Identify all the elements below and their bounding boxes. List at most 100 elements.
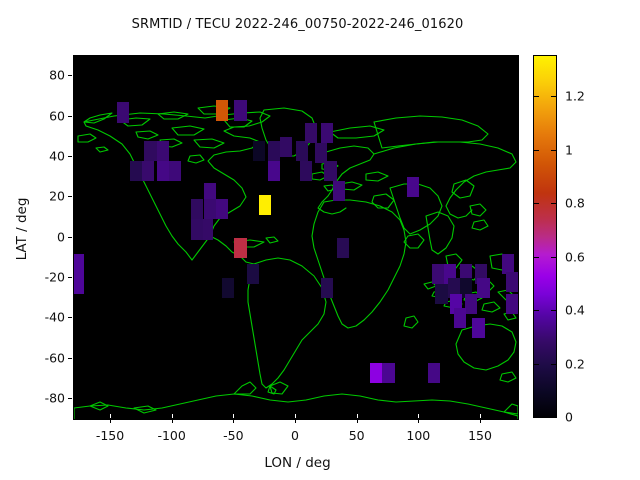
heatmap-cell (74, 253, 84, 274)
heatmap-cell (168, 160, 182, 182)
heatmap-cell (222, 277, 235, 298)
heatmap-cell (252, 140, 266, 161)
colorbar-tick (551, 417, 556, 418)
colorbar-tick (534, 363, 539, 365)
heatmap-cell (407, 177, 420, 198)
heatmap-cell (129, 160, 142, 182)
y-axis-tick-label: 20 (49, 188, 65, 204)
y-axis-tick-label: 0 (57, 229, 65, 244)
colorbar-tick (534, 149, 539, 151)
heatmap-cell (447, 277, 461, 298)
heatmap-cell (460, 277, 473, 298)
y-axis-tick-label: 40 (49, 148, 65, 164)
heatmap-cell (370, 362, 383, 383)
y-axis-tick (68, 196, 72, 198)
x-axis-tick (233, 419, 235, 423)
colorbar-tick-label: 1 (565, 142, 573, 158)
heatmap-cell (464, 293, 478, 315)
y-axis-title: LAT / deg (14, 197, 30, 261)
colorbar-tick-label: 0.4 (565, 302, 585, 318)
heatmap-cell (117, 102, 130, 123)
heatmap-cell (191, 199, 204, 220)
colorbar-gradient (533, 55, 557, 418)
y-axis-tick (68, 397, 72, 399)
heatmap-cell (203, 199, 216, 220)
colorbar-tick (551, 149, 556, 151)
colorbar-tick-label: 0.2 (565, 356, 585, 372)
x-axis-tick-inner (418, 414, 420, 418)
heatmap-cell (215, 199, 229, 220)
x-axis-tick-inner (110, 414, 111, 418)
heatmap-cell (320, 277, 333, 298)
y-axis-tick-label: -80 (44, 390, 65, 406)
heatmap-cell (320, 122, 333, 143)
y-axis-tick (68, 115, 72, 117)
heatmap-cell (501, 253, 515, 274)
heatmap-cell (477, 277, 490, 298)
heatmap-cells (74, 56, 518, 419)
heatmap-cell (201, 219, 214, 240)
heatmap-cell (267, 140, 280, 161)
colorbar-tick (551, 96, 556, 98)
heatmap-cell (267, 160, 280, 182)
colorbar-tick (551, 256, 556, 258)
x-axis-tick-inner (171, 414, 173, 418)
heatmap-cell (259, 195, 272, 216)
colorbar-tick (534, 203, 539, 205)
heatmap-cell (304, 122, 317, 143)
heatmap-cell (191, 219, 204, 240)
x-axis-tick-label: 100 (406, 428, 431, 443)
colorbar-tick (551, 363, 556, 365)
heatmap-cell (246, 263, 259, 284)
colorbar-tick (534, 256, 539, 258)
colorbar[interactable]: 0 0.2 0.4 0.6 0.8 1 1.2 (533, 55, 585, 425)
heatmap-cell (144, 140, 157, 161)
x-axis-tick-label: -100 (157, 428, 186, 443)
heatmap-cell (472, 318, 485, 339)
y-axis-tick (68, 317, 72, 319)
x-axis-tick-label: -150 (95, 428, 125, 443)
heatmap-cell (505, 293, 518, 315)
x-axis-tick-inner (233, 414, 235, 418)
colorbar-tick-label: 1.2 (565, 88, 585, 104)
x-axis-tick (480, 419, 481, 423)
colorbar-tick (551, 310, 556, 312)
y-axis-tick (68, 236, 72, 238)
heatmap-cell (215, 100, 229, 121)
heatmap-cell (156, 160, 169, 182)
heatmap-cell (203, 183, 216, 204)
heatmap-cell (299, 160, 313, 182)
heatmap-cell (74, 273, 84, 294)
x-axis-tick-inner (480, 414, 481, 418)
y-axis-tick-label: -60 (44, 350, 65, 365)
heatmap-cell (431, 263, 444, 284)
map-plot-area[interactable] (73, 55, 519, 420)
y-axis-tick-label: 80 (49, 67, 65, 83)
y-axis-tick-label: -40 (44, 309, 65, 325)
heatmap-cell (314, 142, 327, 163)
y-axis-tick (68, 155, 72, 157)
colorbar-tick-label: 0 (565, 409, 573, 425)
colorbar-tick-label: 0.8 (565, 195, 585, 211)
heatmap-cell (234, 100, 247, 121)
x-axis-tick (295, 419, 296, 423)
heatmap-cell (234, 237, 247, 258)
heatmap-cell (296, 140, 309, 161)
heatmap-cell (336, 237, 350, 258)
x-axis-title: LON / deg (264, 455, 331, 471)
heatmap-cell (324, 160, 337, 182)
colorbar-tick (551, 203, 556, 205)
x-axis-tick-label: 50 (348, 428, 365, 443)
x-axis-tick-label: 150 (468, 428, 492, 443)
heatmap-cell (141, 160, 155, 182)
y-axis-tick (68, 357, 72, 359)
x-axis-tick-inner (295, 414, 296, 418)
y-axis-tick (68, 276, 72, 278)
x-axis-tick-label: -50 (223, 428, 244, 443)
heatmap-cell (382, 362, 395, 383)
colorbar-tick (534, 417, 539, 418)
y-axis-tick-label: 60 (49, 108, 65, 123)
x-axis-tick-inner (356, 414, 358, 418)
heatmap-cell (279, 136, 293, 157)
colorbar-tick-label: 0.6 (565, 249, 585, 265)
